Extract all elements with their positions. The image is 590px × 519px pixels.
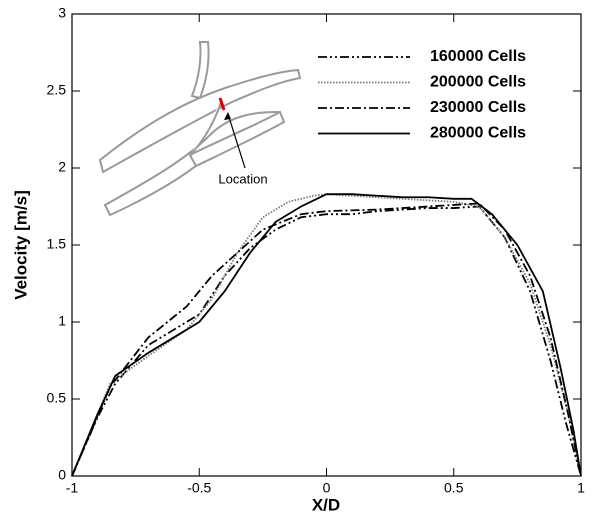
legend-label: 160000 Cells bbox=[430, 48, 526, 65]
y-tick-label: 2 bbox=[58, 159, 66, 175]
x-axis-title: X/D bbox=[312, 495, 340, 514]
y-tick-label: 0 bbox=[58, 467, 66, 483]
legend-label: 280000 Cells bbox=[430, 125, 526, 142]
y-tick-label: 1 bbox=[58, 313, 66, 329]
legend-label: 200000 Cells bbox=[430, 74, 526, 91]
series-line bbox=[71, 205, 582, 477]
series-line bbox=[71, 202, 582, 477]
y-tick-label: 2.5 bbox=[47, 82, 67, 98]
series-line bbox=[71, 193, 582, 477]
x-tick-label: -0.5 bbox=[187, 480, 211, 496]
y-tick-label: 0.5 bbox=[47, 390, 67, 406]
x-tick-label: 0 bbox=[323, 480, 331, 496]
annotation: Location bbox=[218, 171, 267, 186]
x-tick-label: 0.5 bbox=[444, 480, 464, 496]
series-line bbox=[71, 193, 582, 477]
x-tick-label: 1 bbox=[577, 480, 585, 496]
y-tick-label: 1.5 bbox=[47, 236, 67, 252]
y-tick-label: 3 bbox=[58, 5, 66, 21]
inset-vessel: Location bbox=[98, 41, 302, 217]
y-axis-title: Velocity [m/s] bbox=[11, 190, 30, 300]
x-tick-label: -1 bbox=[66, 480, 79, 496]
legend-label: 230000 Cells bbox=[430, 99, 526, 116]
